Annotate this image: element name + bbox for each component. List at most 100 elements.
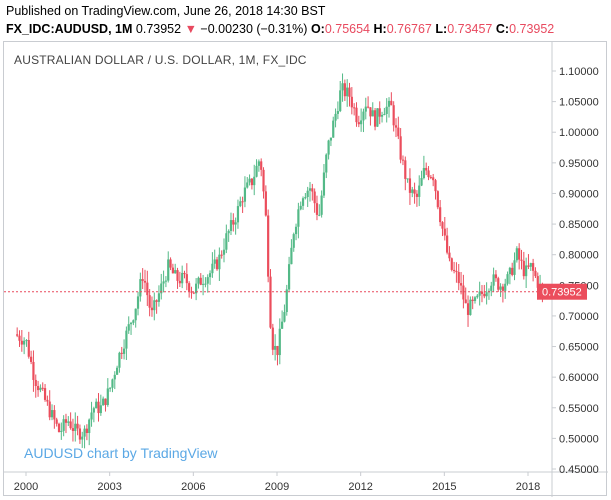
candle-down [276,345,279,356]
candle-up [320,195,323,215]
candle-down [176,270,179,281]
candle-down [69,421,72,429]
time-tick-label: 2003 [97,481,121,493]
candle-up [506,274,509,284]
candle-down [120,352,123,354]
candle-down [34,379,37,387]
candle-down [53,410,56,420]
candle-down [46,399,49,402]
candle-down [188,283,191,292]
down-arrow-icon: ▼ [184,22,197,36]
candle-down [497,278,500,290]
candle-up [102,398,105,406]
candle-up [492,274,495,286]
candle-up [95,401,98,409]
candle-down [446,235,449,253]
candle-down [71,428,75,432]
price-tick-label: 0.80000 [559,250,599,262]
candle-down [55,419,58,424]
time-tick-label: 2000 [14,481,38,493]
candle-down [399,136,402,160]
candle-down [41,387,44,389]
candle-down [199,277,202,285]
candle-up [278,328,281,356]
candle-down [36,386,40,391]
candle-down [30,356,33,362]
candle-down [480,291,484,294]
candle-down [511,267,514,275]
chart-frame: AUSTRALIAN DOLLAR / U.S. DOLLAR, 1M, FX_… [3,41,608,497]
candle-up [304,197,307,199]
candle-up [129,322,133,325]
candle-down [369,107,372,117]
candle-up [308,188,312,191]
candle-down [501,286,504,291]
price-tick-label: 0.95000 [559,158,599,170]
high-value: 0.76767 [386,22,432,36]
candle-up [325,154,328,173]
candle-down [232,220,235,225]
candle-down [413,189,416,194]
candle-down [452,269,456,271]
candle-down [353,107,356,109]
candle-up [111,379,114,388]
candle-down [415,193,419,197]
candle-up [255,165,258,177]
candle-up [164,280,168,282]
candle-up [329,137,333,141]
candle-down [43,388,47,400]
candle-up [529,263,532,267]
low-label: L: [435,22,448,36]
candle-down [357,122,360,125]
candle-up [153,300,156,311]
candle-up [285,289,288,313]
candle-up [508,267,511,275]
candle-up [236,206,240,223]
candle-down [264,191,267,216]
candle-up [411,189,414,193]
candle-up [206,277,209,284]
candle-down [192,292,195,294]
price-tick-label: 1.05000 [559,97,599,109]
candle-up [227,230,230,234]
last-price-box [537,283,587,300]
price-tick-label: 0.70000 [559,311,599,323]
candle-down [394,125,398,128]
candle-up [60,430,63,433]
candle-down [350,96,353,108]
candle-down [457,272,460,284]
quote-line: FX_IDC:AUDUSD, 1M 0.73952 ▼ −0.00230 (−0… [6,22,554,36]
open-value: 0.75654 [324,22,371,36]
candle-down [64,419,68,423]
candle-up [376,108,379,127]
candle-down [250,178,253,186]
candle-up [204,283,207,285]
candle-down [404,160,407,179]
candle-up [234,222,237,225]
candle-up [67,421,70,423]
candle-up [243,187,247,202]
candle-down [169,259,172,268]
price-tick-label: 0.85000 [559,219,599,231]
price-chart[interactable]: AUSTRALIAN DOLLAR / U.S. DOLLAR, 1M, FX_… [4,42,608,497]
candle-up [125,330,128,349]
candle-down [146,282,149,296]
chart-title: AUSTRALIAN DOLLAR / U.S. DOLLAR, 1M, FX_… [14,53,307,67]
candle-up [385,106,388,114]
candle-up [116,367,119,375]
candle-up [387,100,391,107]
price-tick-label: 1.10000 [559,66,599,78]
candle-up [301,198,305,206]
candle-down [448,252,451,259]
candle-up [195,283,198,294]
candle-down [269,276,272,328]
candle-up [290,247,293,265]
candle-down [434,180,437,192]
last-price-label: 0.73952 [542,287,582,299]
low-value: 0.73457 [447,22,493,36]
candle-up [136,296,140,309]
time-tick-label: 2012 [348,481,372,493]
candle-down [527,265,530,267]
price-tick-label: 0.45000 [559,464,599,476]
candle-down [178,280,181,284]
